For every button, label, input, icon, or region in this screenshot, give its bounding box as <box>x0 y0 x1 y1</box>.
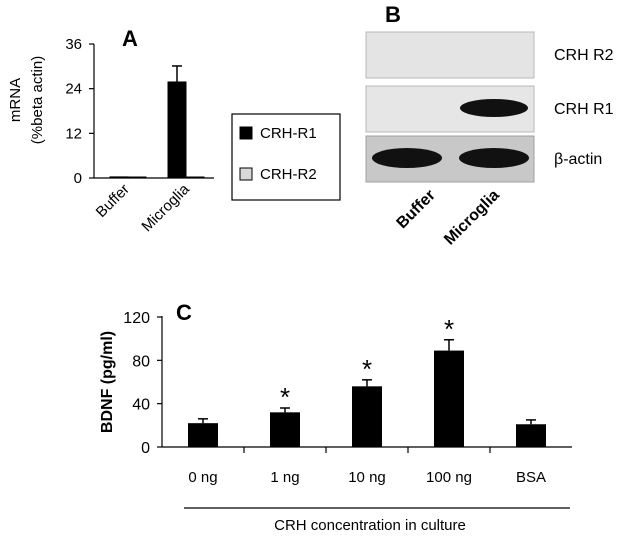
chart-c-xtick-label: 0 ng <box>188 469 217 486</box>
chart-a-ytick-label: 0 <box>74 170 82 187</box>
chart-c-bar-10-ng <box>352 386 382 447</box>
chart-c-ytick-label: 120 <box>123 310 150 327</box>
chart-c-ylabel: BDNF (pg/ml) <box>99 331 116 433</box>
chart-c-significance-marker: * <box>362 354 372 384</box>
panel-label-b: B <box>385 2 401 27</box>
chart-c-bar-0-ng <box>188 423 218 447</box>
chart-c-bar-1-ng <box>270 412 300 447</box>
chart-a: mRNA (%beta actin) 0 12 24 36 Buffer Microg… <box>7 36 214 235</box>
chart-a-ylabel-line1: mRNA <box>7 78 24 122</box>
chart-a-legend: CRH-R1 CRH-R2 <box>231 113 341 201</box>
chart-a-ytick-label: 36 <box>65 36 82 53</box>
chart-a-bar-crh-r2-buffer <box>127 176 147 179</box>
chart-c-ytick-label: 40 <box>132 397 150 414</box>
chart-a-bar-crh-r2-microglia <box>185 176 205 179</box>
chart-c-xtick-label: 10 ng <box>348 469 386 486</box>
legend-label-crh-r2: CRH-R2 <box>260 166 317 183</box>
panel-label-c: C <box>176 300 192 325</box>
chart-a-ylabel-line2: (%beta actin) <box>29 56 46 144</box>
chart-c-xtick-label: BSA <box>516 469 546 486</box>
chart-c-ytick-label: 0 <box>141 440 150 457</box>
chart-c: BDNF (pg/ml) 0 40 80 120 * * * 0 ng 1 ng 10 ng 1… <box>99 310 572 534</box>
chart-c-xtick-label: 1 ng <box>270 469 299 486</box>
gel-lane-label-buffer: Buffer <box>393 187 438 232</box>
gel-band-crh-r1-microglia <box>460 99 528 117</box>
chart-a-ytick-label: 24 <box>65 81 82 98</box>
legend-swatch-crh-r2 <box>239 167 253 181</box>
gel-panel-b: CRH R2 CRH R1 β-actin Buffer Microglia <box>365 31 614 249</box>
chart-c-bar-bsa <box>516 424 546 447</box>
gel-strip-crh-r2 <box>365 31 535 79</box>
chart-a-bar-crh-r1-buffer <box>109 176 129 179</box>
gel-lane-label-microglia: Microglia <box>441 187 503 249</box>
gel-row-label-beta-actin: β-actin <box>554 151 602 168</box>
chart-c-significance-marker: * <box>444 314 454 344</box>
chart-a-bar-crh-r1-microglia <box>167 81 187 179</box>
chart-c-xtick-label: 100 ng <box>426 469 472 486</box>
gel-row-label-crh-r2: CRH R2 <box>554 47 614 64</box>
chart-c-xlabel: CRH concentration in culture <box>274 517 466 534</box>
chart-c-significance-marker: * <box>280 382 290 412</box>
gel-row-label-crh-r1: CRH R1 <box>554 101 614 118</box>
legend-label-crh-r1: CRH-R1 <box>260 125 317 142</box>
chart-c-bar-100-ng <box>434 350 464 447</box>
chart-a-xtick-buffer: Buffer <box>93 181 133 221</box>
legend-box <box>231 113 341 201</box>
panel-label-a: A <box>122 26 138 51</box>
gel-band-actin-buffer <box>372 148 442 168</box>
chart-c-ytick-label: 80 <box>132 353 150 370</box>
legend-swatch-crh-r1 <box>239 126 253 140</box>
chart-a-ytick-label: 12 <box>65 125 82 142</box>
chart-a-xtick-microglia: Microglia <box>138 180 193 235</box>
gel-band-actin-microglia <box>459 148 529 168</box>
